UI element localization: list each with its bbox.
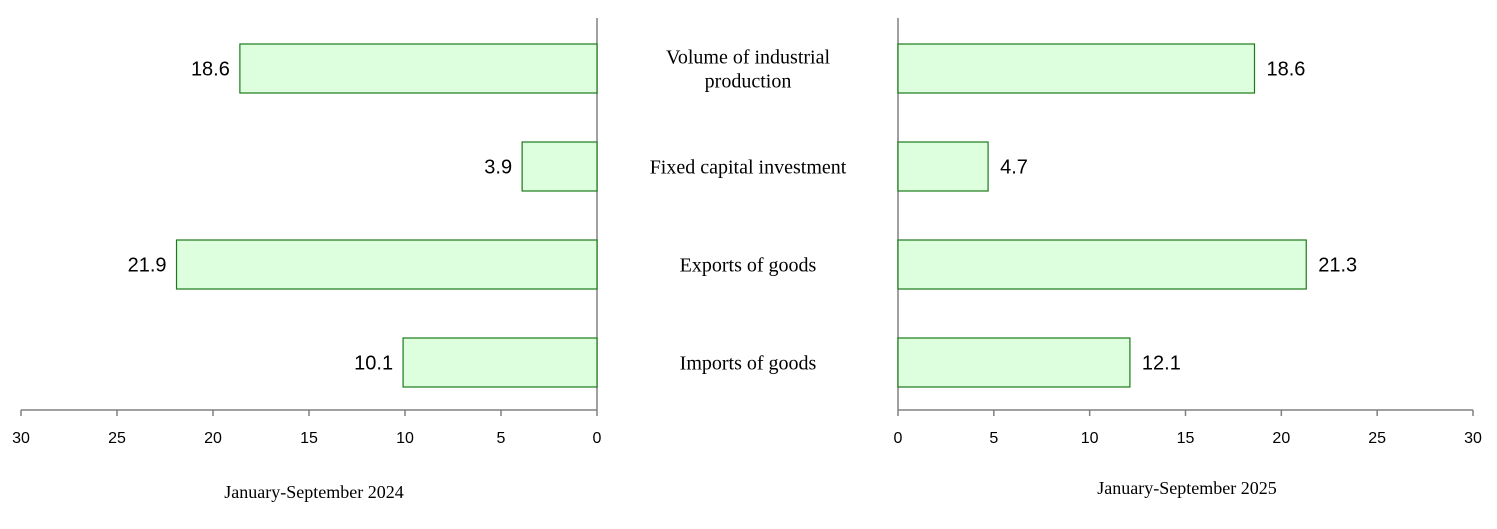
category-label: Fixed capital investment xyxy=(650,157,847,179)
left-data-label: 3.9 xyxy=(484,157,512,179)
left-data-label: 10.1 xyxy=(354,353,393,375)
category-labels: Volume of industrial production Fixed capi… xyxy=(650,47,847,375)
left-period-label: January-September 2024 xyxy=(224,482,403,502)
right-period-label: January-September 2025 xyxy=(1097,478,1276,498)
right-data-label: 4.7 xyxy=(1000,157,1028,179)
category-label-line: Imports of goods xyxy=(680,353,817,375)
category-label-line: production xyxy=(705,71,792,93)
right-bar xyxy=(897,337,1131,388)
left-panel: 0 5 10 15 20 25 30 18.6 3.9 21.9 10.1 xyxy=(12,18,602,447)
right-bar xyxy=(897,141,989,192)
right-tick-label: 15 xyxy=(1177,430,1195,447)
category-label: Exports of goods xyxy=(680,255,817,277)
left-tick-label: 10 xyxy=(396,430,414,447)
left-data-label: 21.9 xyxy=(128,255,167,277)
category-label: Imports of goods xyxy=(680,353,817,375)
right-tick-label: 10 xyxy=(1081,430,1099,447)
category-label-line: Volume of industrial xyxy=(666,47,831,69)
left-bar xyxy=(175,239,598,290)
right-data-label: 18.6 xyxy=(1267,59,1306,81)
right-tick-label: 25 xyxy=(1368,430,1386,447)
right-panel: 0 5 10 15 20 25 30 18.6 4.7 21.3 12.1 xyxy=(894,18,1482,447)
left-tick-label: 5 xyxy=(497,430,506,447)
left-tick-label: 15 xyxy=(300,430,318,447)
left-tick-label: 25 xyxy=(108,430,126,447)
right-data-label: 21.3 xyxy=(1318,255,1357,277)
left-tick-label: 0 xyxy=(593,430,602,447)
left-tick-label: 30 xyxy=(12,430,30,447)
left-data-label: 18.6 xyxy=(191,59,230,81)
right-bar xyxy=(897,239,1307,290)
right-tick-label: 5 xyxy=(989,430,998,447)
right-tick-label: 20 xyxy=(1272,430,1290,447)
right-bar xyxy=(897,43,1256,94)
right-data-label: 12.1 xyxy=(1142,353,1181,375)
left-bar xyxy=(402,337,598,388)
right-tick-label: 0 xyxy=(894,430,903,447)
category-label: Volume of industrial production xyxy=(666,47,831,93)
left-tick-label: 20 xyxy=(204,430,222,447)
left-bar xyxy=(239,43,598,94)
right-tick-label: 30 xyxy=(1464,430,1482,447)
category-label-line: Exports of goods xyxy=(680,255,817,277)
left-bar xyxy=(521,141,598,192)
category-label-line: Fixed capital investment xyxy=(650,157,847,179)
